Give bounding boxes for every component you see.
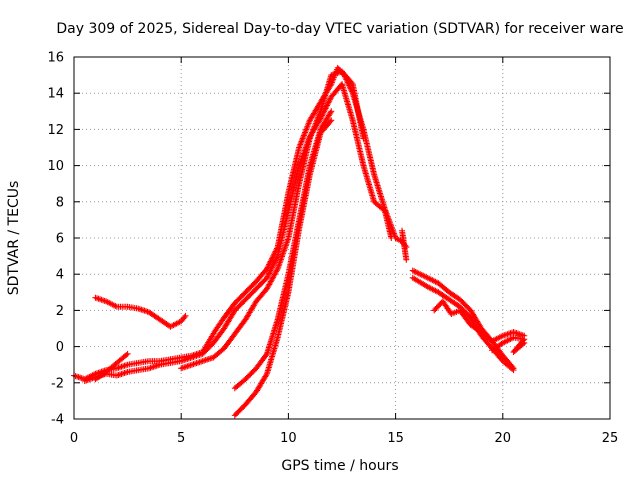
x-tick-label: 15 <box>387 431 404 446</box>
grid-lines <box>74 57 610 419</box>
x-axis-label: GPS time / hours <box>281 458 398 474</box>
y-tick-label: 8 <box>56 195 64 210</box>
data-point <box>519 341 526 348</box>
data-point <box>272 257 279 264</box>
y-axis-label: SDTVAR / TECUs <box>6 181 22 296</box>
data-point <box>265 271 272 278</box>
y-tick-label: 4 <box>56 268 64 283</box>
data-point <box>271 258 278 265</box>
data-point <box>348 79 355 86</box>
data-point <box>181 314 188 321</box>
x-tick-label: 10 <box>280 431 297 446</box>
x-tick-label: 25 <box>602 431 619 446</box>
data-point <box>326 96 333 103</box>
y-tick-label: 0 <box>56 340 64 355</box>
x-tick-label: 0 <box>70 431 78 446</box>
data-point <box>263 274 270 281</box>
y-tick-label: 10 <box>47 159 64 174</box>
data-point <box>325 99 332 106</box>
data-point <box>182 312 189 319</box>
chart-title: Day 309 of 2025, Sidereal Day-to-day VTE… <box>56 21 623 37</box>
data-point <box>269 263 276 270</box>
data-points <box>71 64 528 419</box>
data-point <box>327 109 334 116</box>
y-tick-label: -4 <box>51 413 64 428</box>
data-point <box>271 260 278 267</box>
data-point <box>266 269 273 276</box>
data-point <box>360 135 367 142</box>
data-point <box>268 264 275 271</box>
data-point <box>510 367 517 374</box>
x-tick-label: 20 <box>495 431 512 446</box>
y-tick-label: 6 <box>56 232 64 247</box>
data-point <box>328 117 335 124</box>
data-point <box>324 101 331 108</box>
data-point <box>328 108 335 115</box>
data-point <box>264 273 271 280</box>
data-point <box>267 267 274 274</box>
data-point <box>509 365 516 372</box>
data-point <box>388 235 395 241</box>
data-point <box>521 339 528 346</box>
data-point <box>327 118 334 125</box>
y-tick-label: 16 <box>47 51 64 66</box>
data-point <box>326 98 333 105</box>
y-tick-label: 2 <box>56 304 64 319</box>
y-tick-label: -2 <box>51 376 64 391</box>
data-point <box>270 261 277 268</box>
x-tick-label: 5 <box>177 431 185 446</box>
data-point <box>403 256 410 263</box>
data-point <box>268 266 275 273</box>
y-tick-label: 12 <box>47 123 64 138</box>
y-tick-label: 14 <box>47 87 64 102</box>
x-axis-ticks: 0 5 10 15 20 25 <box>70 57 618 446</box>
y-axis-ticks: -4 -2 0 2 4 6 8 10 12 14 16 <box>47 51 610 428</box>
data-point <box>266 270 273 277</box>
data-point <box>124 350 131 357</box>
data-point <box>273 267 280 274</box>
data-point <box>263 372 270 379</box>
data-point <box>123 351 130 358</box>
